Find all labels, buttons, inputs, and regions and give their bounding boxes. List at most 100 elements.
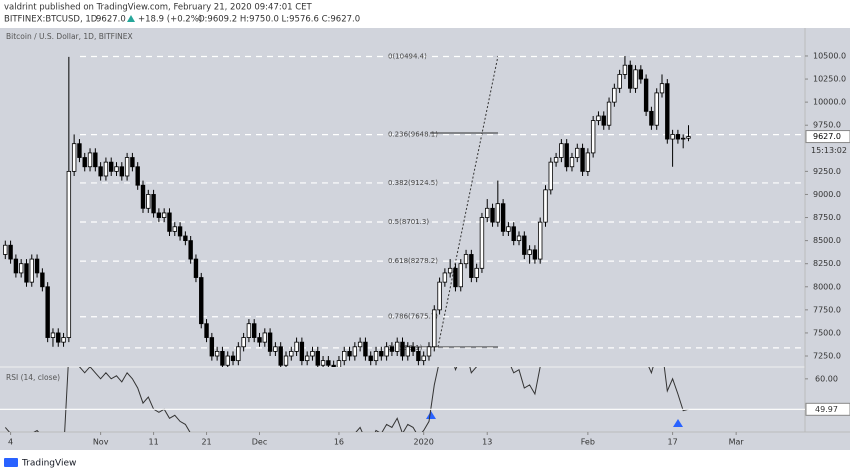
x-tick-label: Nov [93,438,109,447]
fib-label: 0.618(8278.2) [388,257,438,265]
candle-body [559,143,564,158]
countdown: 15:13:02 [811,146,847,155]
x-tick-label: 17 [668,438,678,447]
candle-body [638,69,644,80]
candle-body [161,212,167,218]
candle-body [447,267,453,274]
candle-body [8,244,13,260]
candle-body [368,355,373,362]
x-tick-label: Feb [581,438,595,447]
candle-body [204,323,209,338]
candle-body [326,360,331,366]
candle-body [40,272,45,288]
candle-body [18,263,24,274]
published-line: valdrint published on TradingView.com, F… [4,3,313,13]
change: +18.9 (+0.2%) [138,15,202,25]
x-tick-label: 21 [201,438,211,447]
candle-body [267,332,273,352]
candle-body [130,157,135,168]
y-tick-label: 8000.0 [813,282,841,291]
candle-body [209,337,215,357]
candle-body [304,355,310,362]
chart-title: Bitcoin / U.S. Dollar, 1D, BITFINEX [6,32,133,41]
candle-body [548,161,553,191]
candle-body [564,143,569,168]
candle-body [50,332,56,338]
candle-body [453,267,458,288]
fib-label: 0.5(8701.3) [388,218,429,226]
candle-body [347,350,352,357]
fib-label: 0.236(9648.1) [388,131,438,139]
candle-body [405,346,410,357]
candle-body [214,350,220,357]
candle-body [506,226,511,232]
candle-body [172,226,177,232]
candle-body [606,101,612,126]
fib-label: 1(7338.1) [388,344,423,352]
candle-body [220,350,225,366]
candle-body [241,337,246,348]
candle-body [34,258,40,274]
fib-trend-line [437,55,499,348]
candle-body [511,226,516,242]
candle-body [522,235,527,255]
candle-body [649,110,654,126]
candle-body [643,78,649,112]
fib-label: 0(10494.4) [388,52,427,60]
x-tick-label: 16 [334,438,344,447]
candle-body [156,212,162,218]
y-tick-label: 10250.0 [813,75,846,84]
candle-body [474,267,479,278]
x-tick-label: 11 [148,438,158,447]
rsi-value-box [805,402,850,416]
candle-body [379,350,384,357]
candle-body [167,212,172,232]
chart-background [0,28,850,450]
last-price-label: 9627.0 [813,132,841,141]
candle-body [532,249,538,260]
candle-body [575,147,580,158]
candle-body [177,226,183,237]
candle-body [246,323,252,338]
candle-body [289,350,294,357]
candle-body [273,346,278,352]
candle-body [352,346,358,357]
candle-body [114,166,119,172]
candle-body [82,157,87,168]
y-tick-label: 9000.0 [813,190,841,199]
candle-body [485,207,490,218]
signal-marker [426,411,436,419]
candle-body [659,83,665,94]
candle-body [199,277,204,325]
candle-body [299,341,305,362]
candle-body [416,350,421,362]
candle-body [135,166,140,186]
candle-body [230,355,236,362]
candle-body [146,194,151,209]
candle-body [410,346,416,352]
candle-body [183,235,188,242]
y-tick-label: 7250.0 [813,352,841,361]
last-price-box [805,130,850,144]
y-tick-label: 8750.0 [813,213,841,222]
candle-body [463,254,469,265]
candle-body [29,258,34,283]
candle-body [617,74,622,89]
y-tick-label: 9750.0 [813,121,841,130]
candle-body [45,286,50,338]
candle-body [342,350,347,362]
candle-body [569,157,575,168]
candle-body [686,136,691,139]
fib-label: 0.382(9124.5) [388,179,438,187]
candle-body [543,189,548,223]
y-tick-label: 10500.0 [813,51,846,60]
candle-body [654,92,659,126]
y-tick-label: 10000.0 [813,98,846,107]
candle-body [119,166,125,177]
candle-body [389,346,395,352]
candle-body [680,137,686,140]
candle-body [469,254,474,278]
candle-body [13,258,19,274]
x-tick-label: 2020 [414,438,434,447]
candle-body [77,143,82,158]
